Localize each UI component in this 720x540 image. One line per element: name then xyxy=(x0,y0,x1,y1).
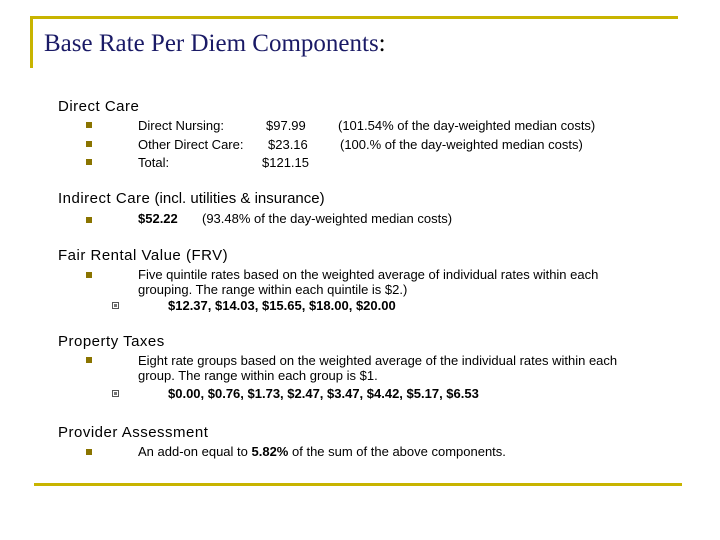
direct-nursing-note: (101.54% of the day-weighted median cost… xyxy=(338,118,596,133)
frv-rates: $12.37, $14.03, $15.65, $18.00, $20.00 xyxy=(168,298,396,313)
total-label: Total: xyxy=(138,155,170,170)
frame-top-line xyxy=(30,16,678,19)
bullet-square-icon xyxy=(86,141,92,147)
total-value: $121.15 xyxy=(262,155,309,170)
frame-left-line xyxy=(30,16,33,68)
frame-bottom-line xyxy=(34,483,682,486)
frv-description-line1: Five quintile rates based on the weighte… xyxy=(138,267,599,282)
property-taxes-heading: Property Taxes xyxy=(58,333,165,350)
bullet-square-icon xyxy=(86,357,92,363)
indirect-care-value: $52.22 xyxy=(138,211,178,226)
property-taxes-description-line2: group. The range within each group is $1… xyxy=(138,368,378,383)
other-direct-care-value: $23.16 xyxy=(268,137,308,152)
frv-description-line2: grouping. The range within each quintile… xyxy=(138,282,408,297)
property-taxes-rates: $0.00, $0.76, $1.73, $2.47, $3.47, $4.42… xyxy=(168,386,479,401)
property-taxes-description-line1: Eight rate groups based on the weighted … xyxy=(138,353,618,368)
slide-title: Base Rate Per Diem Components: xyxy=(44,30,386,57)
direct-nursing-label: Direct Nursing: xyxy=(138,118,224,133)
bullet-square-icon xyxy=(86,217,92,223)
frv-heading: Fair Rental Value (FRV) xyxy=(58,247,229,264)
direct-care-heading: Direct Care xyxy=(58,98,140,115)
other-direct-care-label: Other Direct Care: xyxy=(138,137,244,152)
provider-assessment-text: An add-on equal to 5.82% of the sum of t… xyxy=(138,444,506,459)
sub-bullet-icon xyxy=(112,302,119,309)
sub-bullet-icon xyxy=(112,390,119,397)
indirect-care-note: (93.48% of the day-weighted median costs… xyxy=(202,211,453,226)
bullet-square-icon xyxy=(86,159,92,165)
bullet-square-icon xyxy=(86,449,92,455)
bullet-square-icon xyxy=(86,122,92,128)
other-direct-care-note: (100.% of the day-weighted median costs) xyxy=(340,137,583,152)
direct-nursing-value: $97.99 xyxy=(266,118,306,133)
indirect-care-heading: Indirect Care (incl. utilities & insuran… xyxy=(58,190,325,207)
bullet-square-icon xyxy=(86,272,92,278)
provider-assessment-heading: Provider Assessment xyxy=(58,424,209,441)
